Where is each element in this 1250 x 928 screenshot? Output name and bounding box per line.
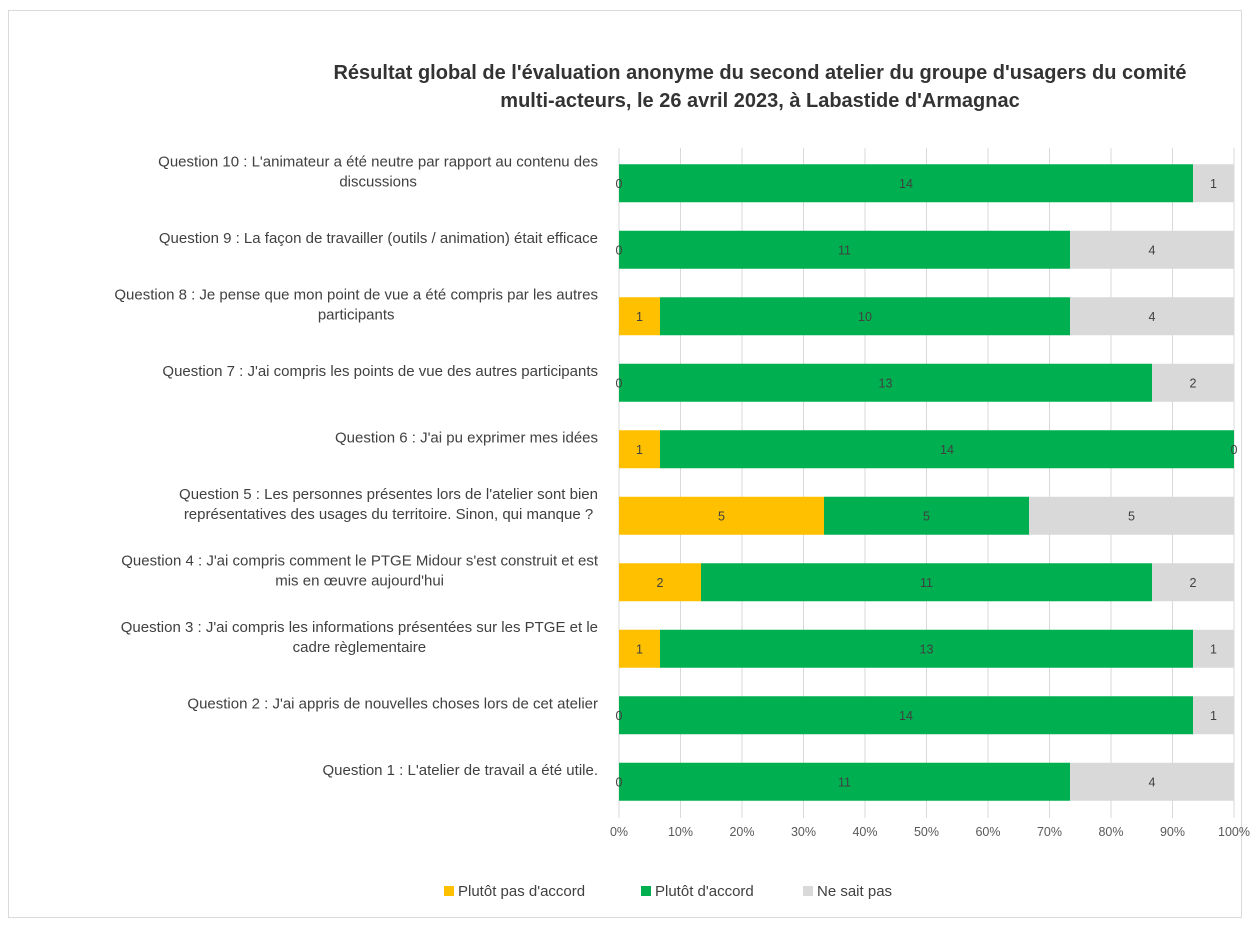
data-label: 0	[616, 243, 623, 257]
x-tick-label: 30%	[791, 825, 816, 839]
bar-segment	[1152, 363, 1234, 402]
bar-segment	[619, 363, 1152, 402]
x-tick-label: 90%	[1160, 825, 1185, 839]
legend-label: Plutôt d'accord	[655, 883, 754, 900]
category-label: Question 2 : J'ai appris de nouvelles ch…	[187, 695, 598, 712]
bar-segment	[619, 629, 660, 668]
category-label: Question 3 : J'ai compris les informatio…	[121, 619, 598, 636]
data-label: 11	[838, 243, 851, 257]
data-label: 14	[899, 709, 913, 723]
data-label: 1	[636, 642, 643, 656]
data-label: 5	[718, 509, 725, 523]
category-label: mis en œuvre aujourd'hui	[275, 572, 444, 589]
data-label: 5	[1128, 509, 1135, 523]
data-label: 0	[616, 709, 623, 723]
bar-segment	[660, 297, 1070, 336]
data-label: 13	[879, 376, 893, 390]
category-label: Question 1 : L'atelier de travail a été …	[322, 762, 598, 779]
bar-segment	[619, 563, 701, 602]
legend-swatch	[641, 886, 651, 896]
category-label: Question 10 : L'animateur a été neutre p…	[158, 153, 598, 170]
bar-segment	[1193, 629, 1234, 668]
data-label: 0	[616, 775, 623, 789]
data-label: 11	[920, 576, 933, 590]
bar-segment	[701, 563, 1152, 602]
legend: Plutôt pas d'accord Plutôt d'accord Ne sai…	[444, 883, 892, 900]
data-label: 10	[858, 310, 872, 324]
category-label: Question 7 : J'ai compris les points de …	[162, 363, 598, 380]
data-labels: 0 14 10 11 41 10 40 13 21 14 05 5 52 11 21 13 10 14 10 11 4	[616, 177, 1238, 790]
bar-segment	[619, 297, 660, 336]
data-label: 2	[1190, 576, 1197, 590]
data-label: 1	[636, 443, 643, 457]
legend-swatch	[803, 886, 813, 896]
bar-segment	[660, 430, 1234, 469]
x-tick-label: 10%	[668, 825, 693, 839]
x-tick-label: 100%	[1218, 825, 1250, 839]
data-label: 0	[1231, 443, 1238, 457]
data-label: 0	[616, 177, 623, 191]
x-tick-label: 20%	[729, 825, 754, 839]
bar-segment	[619, 696, 1193, 735]
bar-segment	[1070, 230, 1234, 269]
bar-segment	[1193, 696, 1234, 735]
bar-segment	[660, 629, 1193, 668]
category-label: participants	[318, 306, 395, 323]
data-label: 14	[899, 177, 913, 191]
data-label: 1	[636, 310, 643, 324]
legend-swatch	[444, 886, 454, 896]
legend-label: Plutôt pas d'accord	[458, 883, 585, 900]
category-label: cadre règlementaire	[293, 639, 426, 656]
data-label: 2	[1190, 376, 1197, 390]
bar-segment	[1070, 297, 1234, 336]
bar-segment	[619, 164, 1193, 203]
x-tick-label: 0%	[610, 825, 628, 839]
chart-title-line-1: Résultat global de l'évaluation anonyme …	[333, 62, 1186, 84]
x-tick-label: 80%	[1098, 825, 1123, 839]
data-label: 4	[1149, 310, 1156, 324]
data-label: 11	[838, 775, 851, 789]
data-label: 1	[1210, 642, 1217, 656]
bar-segment	[619, 430, 660, 469]
data-label: 4	[1149, 243, 1156, 257]
category-label: discussions	[339, 173, 417, 190]
bar-segment	[824, 496, 1029, 535]
data-label: 2	[657, 576, 664, 590]
data-label: 13	[920, 642, 934, 656]
data-label: 1	[1210, 177, 1217, 191]
legend-label: Ne sait pas	[817, 883, 892, 900]
category-label: Question 8 : Je pense que mon point de v…	[114, 286, 598, 303]
x-tick-label: 60%	[975, 825, 1000, 839]
bar-segment	[1193, 164, 1234, 203]
bar-segment	[619, 230, 1070, 269]
chart-title-line-2: multi-acteurs, le 26 avril 2023, à Labas…	[500, 90, 1019, 112]
category-label: Question 6 : J'ai pu exprimer mes idées	[335, 429, 598, 446]
data-label: 0	[616, 376, 623, 390]
bar-segment	[1029, 496, 1234, 535]
x-axis-ticks: 0% 10% 20% 30% 40% 50% 60% 70% 80% 90% 100%	[610, 825, 1250, 839]
x-tick-label: 70%	[1037, 825, 1062, 839]
data-label: 5	[923, 509, 930, 523]
data-label: 14	[940, 443, 954, 457]
category-label: Question 4 : J'ai compris comment le PTG…	[121, 552, 599, 569]
bars	[619, 164, 1234, 801]
category-label: représentatives des usages du territoire…	[184, 506, 593, 523]
x-tick-label: 40%	[852, 825, 877, 839]
bar-segment	[1070, 762, 1234, 801]
data-label: 1	[1210, 709, 1217, 723]
category-label: Question 5 : Les personnes présentes lor…	[179, 486, 598, 503]
x-tick-label: 50%	[914, 825, 939, 839]
chart-title: Résultat global de l'évaluation anonyme …	[333, 62, 1186, 112]
category-labels: Question 10 : L'animateur a été neutre p…	[114, 153, 598, 779]
bar-segment	[619, 762, 1070, 801]
bar-segment	[619, 496, 824, 535]
data-label: 4	[1149, 775, 1156, 789]
category-label: Question 9 : La façon de travailler (out…	[159, 230, 598, 247]
bar-segment	[1152, 563, 1234, 602]
